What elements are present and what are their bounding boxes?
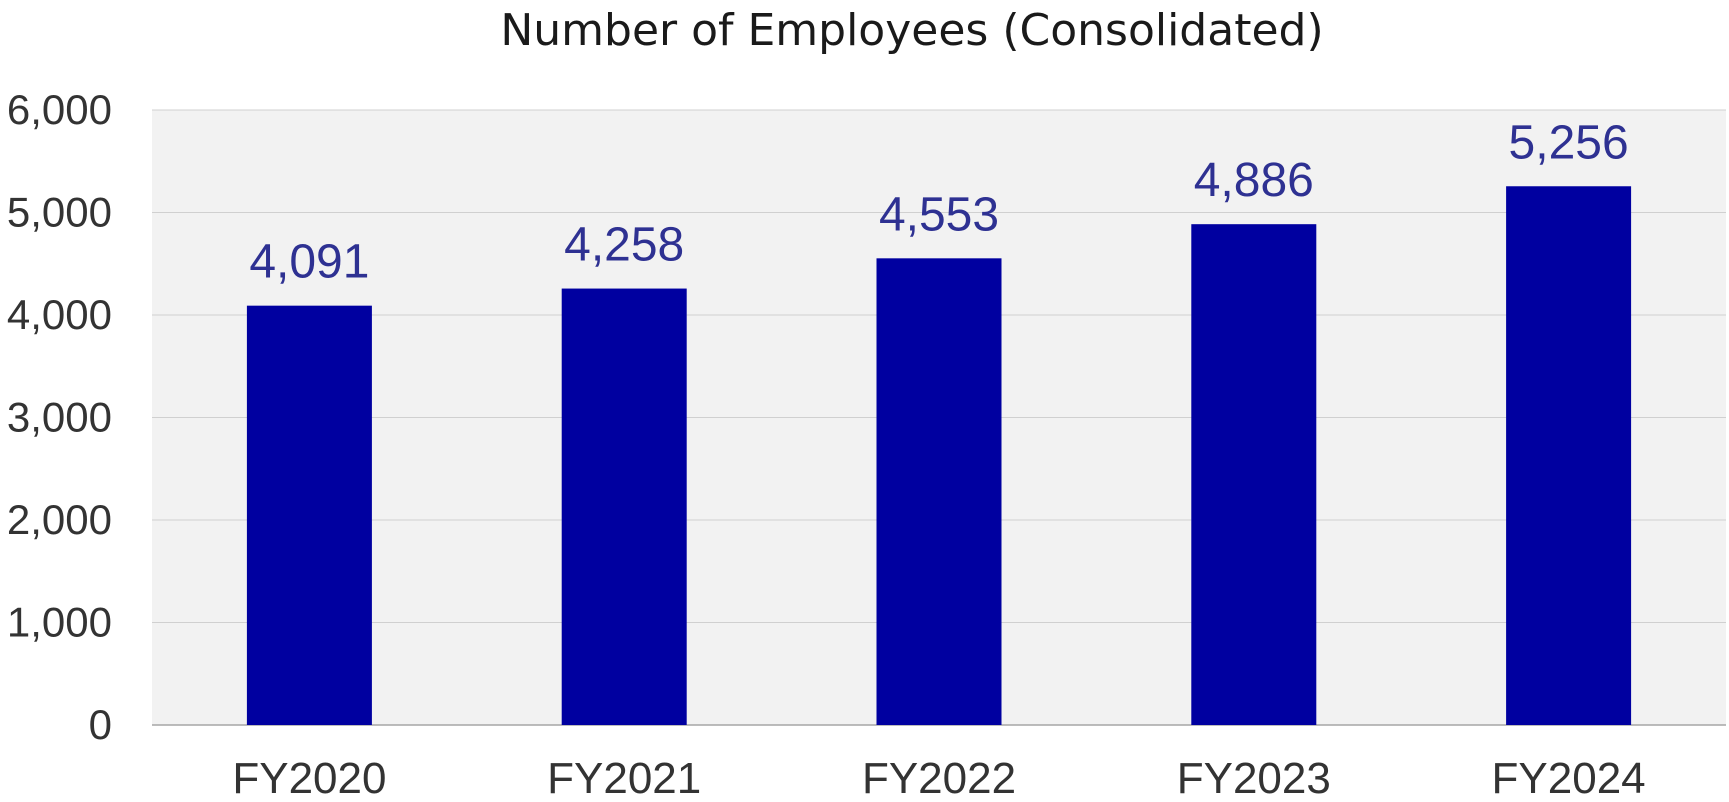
y-axis-tick-labels: 0 1,000 2,000 3,000 4,000 5,000 6,000 — [7, 86, 112, 748]
bar — [561, 288, 687, 725]
x-tick-label: FY2024 — [1492, 754, 1646, 802]
bar — [246, 305, 372, 725]
y-tick-label: 3,000 — [7, 394, 112, 441]
bar — [1506, 186, 1632, 725]
y-tick-label: 5,000 — [7, 189, 112, 236]
data-label: 4,091 — [249, 236, 369, 289]
bar — [1191, 224, 1317, 725]
data-label: 4,886 — [1194, 154, 1314, 207]
y-tick-label: 2,000 — [7, 496, 112, 543]
bars — [246, 186, 1632, 725]
x-tick-label: FY2020 — [232, 754, 386, 802]
data-label: 4,553 — [879, 188, 999, 241]
chart-title: Number of Employees (Consolidated) — [500, 5, 1323, 56]
bar — [876, 258, 1002, 725]
data-label: 5,256 — [1509, 116, 1629, 169]
y-tick-label: 0 — [89, 701, 112, 748]
x-tick-label: FY2021 — [547, 754, 701, 802]
x-tick-label: FY2022 — [862, 754, 1016, 802]
y-tick-label: 4,000 — [7, 291, 112, 338]
y-tick-label: 1,000 — [7, 599, 112, 646]
data-label: 4,258 — [564, 219, 684, 272]
x-tick-label: FY2023 — [1177, 754, 1331, 802]
y-tick-label: 6,000 — [7, 86, 112, 133]
data-labels: 4,091 4,258 4,553 4,886 5,256 — [249, 116, 1628, 288]
x-axis-tick-labels: FY2020 FY2021 FY2022 FY2023 FY2024 — [232, 754, 1645, 802]
